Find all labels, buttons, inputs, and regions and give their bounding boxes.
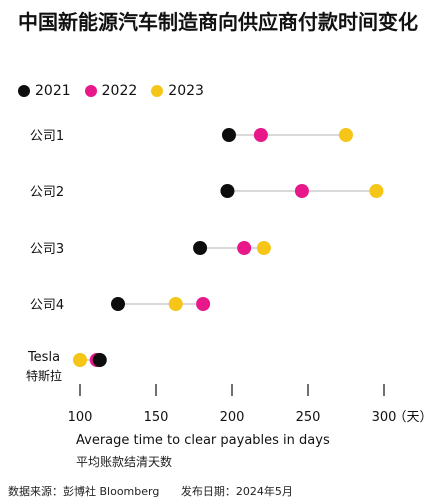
legend-dot-2022 — [84, 85, 97, 97]
category-label: 公司2 — [30, 185, 64, 200]
legend-item-2021: 2021 — [18, 83, 71, 99]
legend-label-2023: 2023 — [168, 83, 204, 99]
data-point-2021 — [220, 184, 235, 198]
category-label-secondary: 特斯拉 — [26, 368, 62, 383]
x-tick-label: 300 — [372, 410, 397, 425]
x-tick-label: 150 — [144, 410, 169, 425]
data-point-2021 — [221, 128, 236, 142]
category-label: 公司1 — [30, 129, 64, 144]
data-point-2023 — [369, 184, 384, 198]
x-tick-label: 250 — [296, 410, 321, 425]
category-label: 公司4 — [30, 298, 64, 313]
category-label: 公司3 — [30, 242, 64, 257]
data-point-2021 — [92, 353, 107, 367]
data-point-2023 — [73, 353, 87, 367]
data-point-2023 — [168, 297, 183, 311]
legend: 2021 2022 2023 — [18, 81, 204, 101]
x-tick-label: 100 — [68, 410, 93, 425]
data-point-2022 — [253, 128, 268, 142]
data-point-2022 — [237, 241, 252, 255]
publish-date: 发布日期：2024年5月 — [180, 485, 293, 498]
legend-label-2022: 2022 — [101, 83, 138, 99]
data-point-2021 — [193, 241, 208, 255]
chart-title: 中国新能源汽车制造商向供应商付款时间变化 — [18, 10, 418, 34]
legend-dot-2021 — [18, 85, 30, 97]
source-note: 数据来源：彭博社 Bloomberg — [8, 485, 160, 498]
x-tick-label: 200 — [220, 410, 245, 425]
legend-label-2021: 2021 — [35, 83, 71, 99]
category-label: Tesla — [27, 350, 60, 365]
x-axis-label-zh: 平均账款结清天数 — [76, 455, 173, 469]
data-point-2021 — [111, 297, 125, 311]
x-axis-label: Average time to clear payables in days — [76, 433, 330, 448]
data-point-2023 — [339, 128, 353, 142]
data-point-2022 — [294, 184, 309, 198]
legend-dot-2023 — [151, 85, 164, 97]
data-point-2023 — [256, 241, 271, 255]
legend-item-2023: 2023 — [151, 83, 204, 99]
x-axis-unit: （天） — [393, 410, 432, 425]
legend-item-2022: 2022 — [84, 83, 138, 99]
footer: 数据来源：彭博社 Bloomberg 发布日期：2024年5月 — [8, 483, 311, 499]
data-point-2022 — [196, 297, 211, 311]
